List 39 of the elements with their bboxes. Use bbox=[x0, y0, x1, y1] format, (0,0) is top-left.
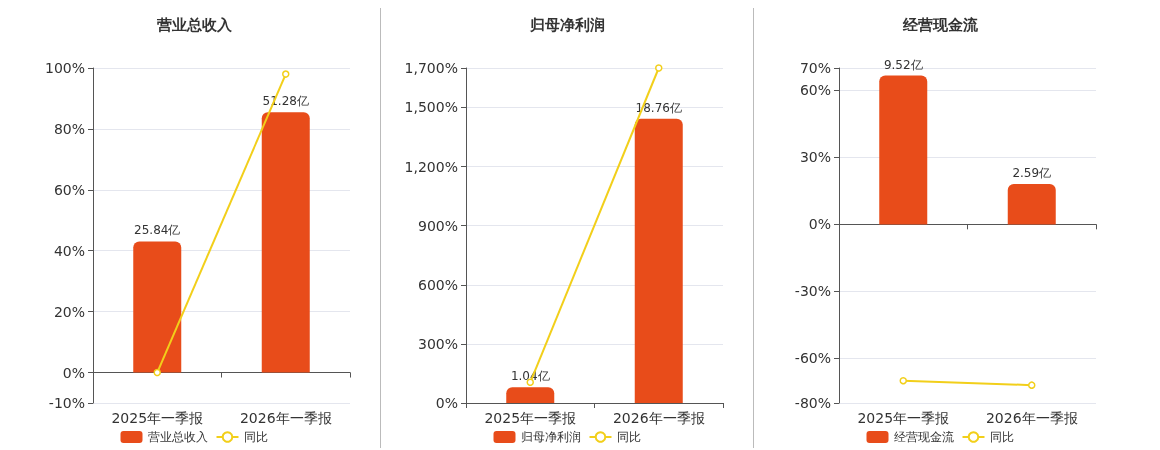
y-tick-label: 900% bbox=[417, 217, 458, 234]
y-tick-label: 600% bbox=[417, 276, 458, 293]
legend-label: 同比 bbox=[243, 430, 268, 444]
legend-label: 归母净利润 bbox=[520, 430, 581, 444]
chart-title: 归母净利润 bbox=[528, 15, 605, 34]
legend-label: 营业总收入 bbox=[147, 430, 208, 444]
y-tick-label: 1,500% bbox=[404, 99, 458, 116]
y-tick-label: 0% bbox=[808, 216, 831, 233]
y-tick-label: 1,200% bbox=[404, 158, 458, 175]
y-tick-label: 70% bbox=[799, 60, 831, 76]
y-tick-label: 80% bbox=[53, 120, 85, 137]
y-tick-label: 100% bbox=[44, 60, 85, 76]
y-tick-label: 0% bbox=[435, 395, 458, 411]
y-tick-label: 60% bbox=[799, 82, 831, 99]
chart-title: 营业总收入 bbox=[155, 15, 233, 34]
x-tick-label: 2025年一季报 bbox=[857, 410, 950, 426]
x-tick-label: 2026年一季报 bbox=[239, 410, 332, 426]
data-label: 2.59亿 bbox=[1012, 166, 1052, 180]
chart-title: 经营现金流 bbox=[901, 15, 979, 34]
y-tick-label: 40% bbox=[53, 242, 85, 259]
x-tick-label: 2026年一季报 bbox=[612, 410, 705, 426]
y-tick-label: -80% bbox=[794, 395, 831, 411]
y-tick-label: -60% bbox=[794, 350, 831, 367]
data-label: 9.52亿 bbox=[883, 57, 923, 72]
y-tick-label: -10% bbox=[48, 395, 85, 411]
y-tick-label: -30% bbox=[794, 283, 831, 300]
x-tick-label: 2026年一季报 bbox=[985, 410, 1078, 426]
legend-label: 同比 bbox=[616, 430, 641, 444]
y-tick-label: 1,700% bbox=[404, 60, 458, 76]
y-tick-label: 300% bbox=[417, 335, 458, 352]
y-tick-label: 20% bbox=[53, 303, 85, 320]
legend-label: 同比 bbox=[989, 430, 1014, 444]
x-tick-label: 2025年一季报 bbox=[111, 410, 204, 426]
data-label: 25.84亿 bbox=[134, 223, 181, 238]
y-tick-label: 30% bbox=[799, 149, 831, 166]
y-tick-label: 0% bbox=[62, 364, 85, 381]
y-tick-label: 60% bbox=[53, 181, 85, 198]
legend-label: 经营现金流 bbox=[893, 430, 954, 444]
x-tick-label: 2025年一季报 bbox=[484, 410, 577, 426]
